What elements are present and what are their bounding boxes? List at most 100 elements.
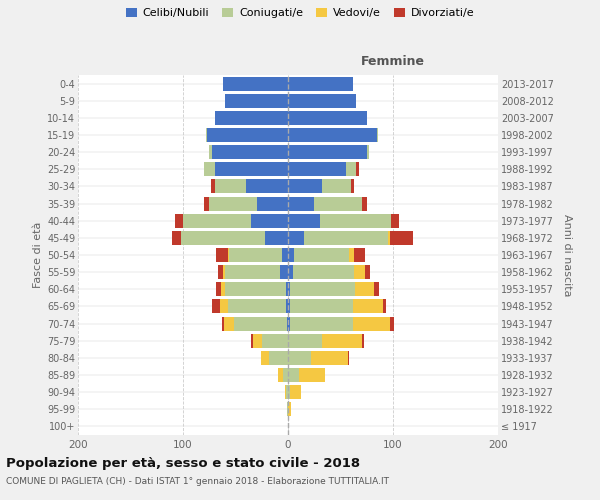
Bar xyxy=(355,282,374,296)
Bar xyxy=(311,351,348,365)
Bar xyxy=(262,334,288,347)
Bar xyxy=(356,162,359,176)
Bar xyxy=(288,214,320,228)
Bar xyxy=(215,180,246,194)
Bar xyxy=(229,248,282,262)
Bar xyxy=(390,316,394,330)
Bar xyxy=(320,214,391,228)
Bar xyxy=(367,145,369,159)
Bar xyxy=(206,128,207,142)
Bar xyxy=(215,282,221,296)
Bar xyxy=(288,316,290,330)
Bar xyxy=(173,231,181,245)
Bar xyxy=(246,180,288,194)
Bar xyxy=(251,334,253,347)
Bar xyxy=(286,385,288,399)
Bar xyxy=(204,162,215,176)
Bar xyxy=(288,385,290,399)
Bar xyxy=(228,300,286,314)
Bar xyxy=(348,351,349,365)
Bar xyxy=(277,368,283,382)
Bar xyxy=(288,248,295,262)
Bar xyxy=(218,265,223,279)
Legend: Celibi/Nubili, Coniugati/e, Vedovi/e, Divorziati/e: Celibi/Nubili, Coniugati/e, Vedovi/e, Di… xyxy=(124,6,476,20)
Bar xyxy=(288,282,290,296)
Bar xyxy=(222,316,224,330)
Text: Femmine: Femmine xyxy=(361,55,425,68)
Bar xyxy=(288,402,291,416)
Bar xyxy=(225,282,286,296)
Bar xyxy=(265,231,288,245)
Bar xyxy=(314,196,361,210)
Bar xyxy=(286,300,288,314)
Bar xyxy=(290,385,301,399)
Bar xyxy=(322,180,351,194)
Bar xyxy=(288,145,367,159)
Bar xyxy=(269,351,288,365)
Bar xyxy=(304,231,388,245)
Bar xyxy=(288,76,353,90)
Bar xyxy=(361,334,364,347)
Bar xyxy=(288,231,304,245)
Bar xyxy=(374,282,379,296)
Bar xyxy=(251,214,288,228)
Bar xyxy=(207,128,288,142)
Bar xyxy=(181,231,265,245)
Bar xyxy=(290,282,355,296)
Bar xyxy=(388,231,390,245)
Bar xyxy=(288,265,293,279)
Bar xyxy=(209,196,257,210)
Bar xyxy=(221,282,225,296)
Bar xyxy=(257,196,288,210)
Bar xyxy=(211,180,215,194)
Bar xyxy=(353,316,390,330)
Bar xyxy=(212,145,288,159)
Bar xyxy=(365,265,370,279)
Bar xyxy=(295,248,349,262)
Bar xyxy=(212,300,220,314)
Bar xyxy=(261,351,269,365)
Bar xyxy=(361,196,367,210)
Bar xyxy=(204,196,209,210)
Y-axis label: Anni di nascita: Anni di nascita xyxy=(562,214,572,296)
Bar xyxy=(223,76,288,90)
Text: Popolazione per età, sesso e stato civile - 2018: Popolazione per età, sesso e stato civil… xyxy=(6,458,360,470)
Bar xyxy=(215,111,288,125)
Bar xyxy=(288,111,367,125)
Bar xyxy=(288,300,290,314)
Bar xyxy=(288,351,311,365)
Bar xyxy=(215,248,228,262)
Bar xyxy=(354,265,365,279)
Bar xyxy=(288,128,377,142)
Bar xyxy=(290,316,353,330)
Bar xyxy=(183,214,251,228)
Bar xyxy=(175,214,183,228)
Bar xyxy=(288,162,346,176)
Bar xyxy=(287,316,288,330)
Text: COMUNE DI PAGLIETA (CH) - Dati ISTAT 1° gennaio 2018 - Elaborazione TUTTITALIA.I: COMUNE DI PAGLIETA (CH) - Dati ISTAT 1° … xyxy=(6,478,389,486)
Bar xyxy=(286,282,288,296)
Bar xyxy=(290,300,353,314)
Bar xyxy=(288,334,322,347)
Bar xyxy=(224,316,235,330)
Bar xyxy=(293,265,354,279)
Bar xyxy=(225,265,280,279)
Bar xyxy=(220,300,228,314)
Bar xyxy=(288,368,299,382)
Bar xyxy=(349,248,354,262)
Bar xyxy=(383,300,386,314)
Bar xyxy=(377,128,379,142)
Bar xyxy=(280,265,288,279)
Bar xyxy=(390,231,413,245)
Bar xyxy=(285,385,286,399)
Bar xyxy=(253,334,262,347)
Bar xyxy=(215,162,288,176)
Bar xyxy=(353,300,383,314)
Bar xyxy=(354,248,365,262)
Bar xyxy=(288,94,356,108)
Y-axis label: Fasce di età: Fasce di età xyxy=(32,222,43,288)
Bar xyxy=(223,265,225,279)
Bar xyxy=(288,196,314,210)
Bar xyxy=(287,402,288,416)
Bar xyxy=(235,316,287,330)
